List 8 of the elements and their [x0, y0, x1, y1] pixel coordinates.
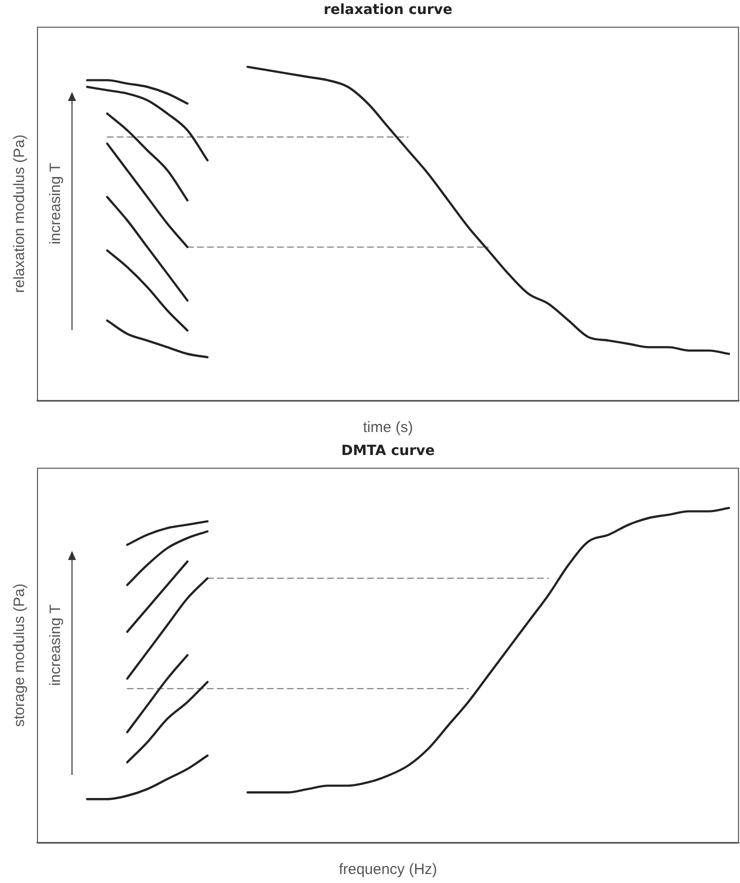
y-axis-title: storage modulus (Pa) [11, 583, 28, 727]
annotation: increasing T [47, 604, 64, 686]
y-axis-title: relaxation modulus (Pa) [11, 134, 28, 293]
chart-title: DMTA curve [341, 443, 435, 460]
x-axis-title: frequency (Hz) [338, 861, 438, 878]
annotation: increasing T [47, 162, 64, 244]
x-axis-title: time (s) [363, 419, 413, 436]
chart-title: relaxation curve [324, 2, 452, 18]
